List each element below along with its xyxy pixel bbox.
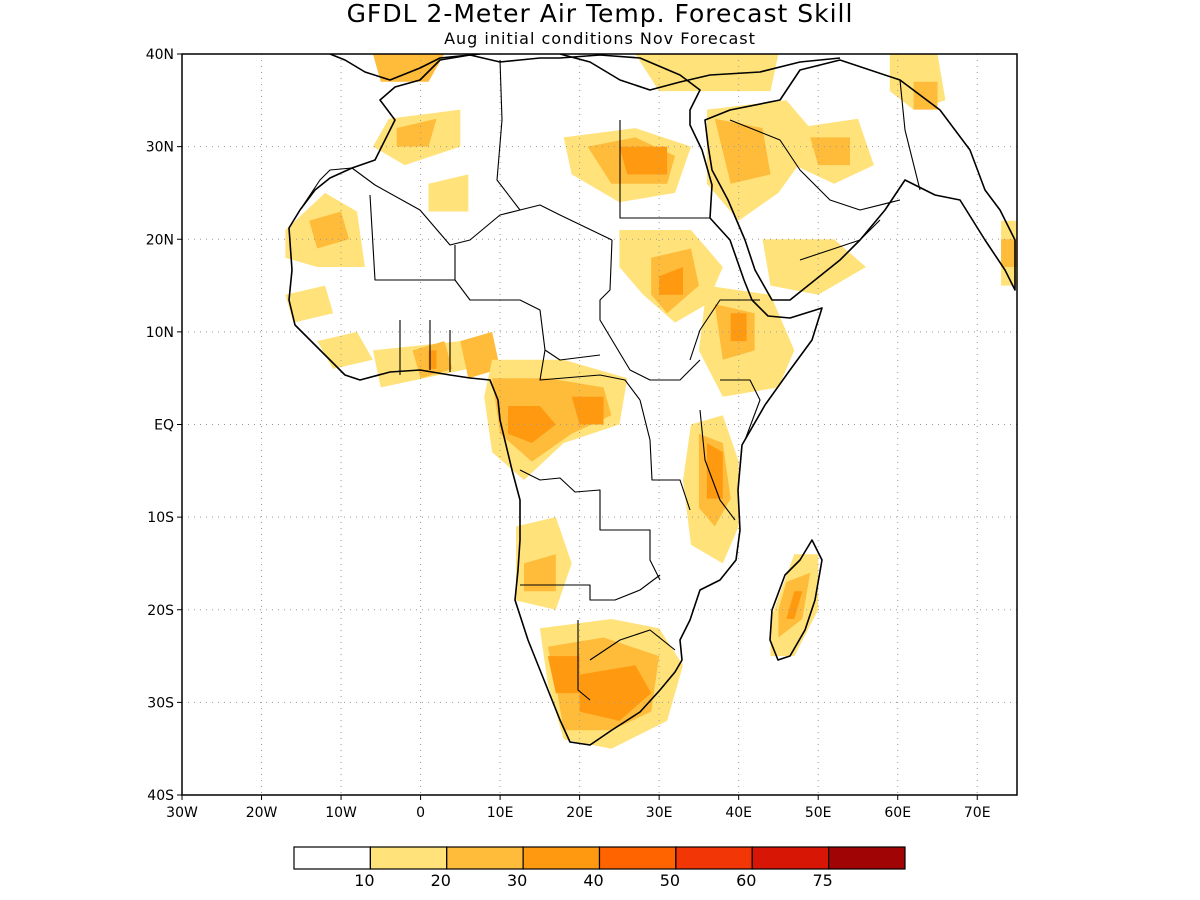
- axis-ticks: [177, 53, 978, 800]
- skill-region-4: [309, 211, 349, 249]
- colorbar-label: 40: [583, 871, 603, 890]
- skill-region-24: [762, 239, 866, 295]
- longitude-labels: 30W 20W 10W 0 10E 20E 30E 40E 50E 60E 70E: [166, 805, 990, 821]
- colorbar-label: 50: [660, 871, 680, 890]
- latitude-labels: 40N 30N 20N 10N EQ 10S 20S 30S 40S: [146, 47, 174, 804]
- skill-region-9: [460, 331, 501, 379]
- lat-tick-label: 10S: [147, 510, 174, 526]
- lon-tick-label: 60E: [884, 805, 911, 821]
- country-borders: [299, 59, 921, 701]
- skill-region-21: [714, 118, 771, 184]
- skill-region-42: [547, 656, 580, 694]
- chart-title: GFDL 2-Meter Air Temp. Forecast Skill: [347, 0, 854, 28]
- colorbar-swatch-0: [293, 846, 371, 870]
- skill-region-23: [810, 137, 850, 166]
- colorbar-swatch-2: [446, 846, 524, 870]
- colorbar-label: 60: [736, 871, 756, 890]
- lon-tick-label: 20W: [246, 805, 278, 821]
- chart-subtitle: Aug initial conditions Nov Forecast: [444, 29, 756, 48]
- arabia-coastline: [704, 59, 1016, 301]
- lat-tick-label: 20S: [147, 603, 174, 619]
- colorbar: [293, 846, 906, 870]
- colorbar-label: 10: [354, 871, 374, 890]
- colorbar-swatch-6: [751, 846, 830, 870]
- lat-tick-label: 40N: [146, 47, 174, 63]
- skill-region-1: [396, 118, 437, 147]
- skill-shading-layer: [285, 54, 1017, 749]
- colorbar-label: 30: [507, 871, 527, 890]
- lon-tick-label: 0: [416, 805, 425, 821]
- skill-region-46: [786, 591, 803, 619]
- southern-europe-coastline: [329, 54, 841, 91]
- skill-region-13: [619, 146, 668, 175]
- skill-region-33: [508, 406, 556, 443]
- lat-tick-label: 40S: [147, 788, 174, 804]
- colorbar-swatch-1: [369, 846, 448, 870]
- lon-tick-label: 10E: [487, 805, 514, 821]
- lon-tick-label: 30W: [166, 805, 198, 821]
- skill-region-43: [579, 665, 652, 721]
- lat-tick-label: 10N: [146, 325, 174, 341]
- skill-region-27: [372, 54, 445, 82]
- skill-region-5: [285, 285, 334, 323]
- colorbar-swatch-7: [828, 846, 906, 870]
- skill-region-16: [659, 267, 683, 295]
- skill-region-2: [428, 174, 469, 212]
- colorbar-labels: 10 20 30 40 50 60 75: [354, 871, 833, 890]
- colorbar-swatch-4: [598, 846, 677, 870]
- skill-region-26: [1001, 239, 1017, 267]
- lon-tick-label: 30E: [646, 805, 673, 821]
- colorbar-swatch-3: [522, 846, 601, 870]
- lat-tick-label: EQ: [154, 418, 174, 434]
- skill-region-28: [635, 54, 779, 92]
- lon-tick-label: 10W: [325, 805, 357, 821]
- skill-region-39: [524, 554, 556, 592]
- skill-region-6: [317, 331, 373, 369]
- lon-tick-label: 50E: [805, 805, 832, 821]
- land-outlines: [288, 54, 1016, 746]
- skill-region-19: [730, 313, 747, 342]
- lon-tick-label: 40E: [725, 805, 752, 821]
- lon-tick-label: 20E: [566, 805, 593, 821]
- lat-tick-label: 30S: [147, 695, 174, 711]
- skill-region-34: [571, 396, 604, 425]
- africa-coastline: [288, 54, 823, 746]
- colorbar-label: 20: [431, 871, 451, 890]
- madagascar-coastline: [769, 539, 823, 661]
- lat-tick-label: 30N: [146, 140, 174, 156]
- colorbar-swatch-5: [675, 846, 753, 870]
- colorbar-label: 75: [812, 871, 832, 890]
- skill-region-37: [706, 443, 723, 499]
- lat-tick-label: 20N: [146, 232, 174, 248]
- lon-tick-label: 70E: [964, 805, 991, 821]
